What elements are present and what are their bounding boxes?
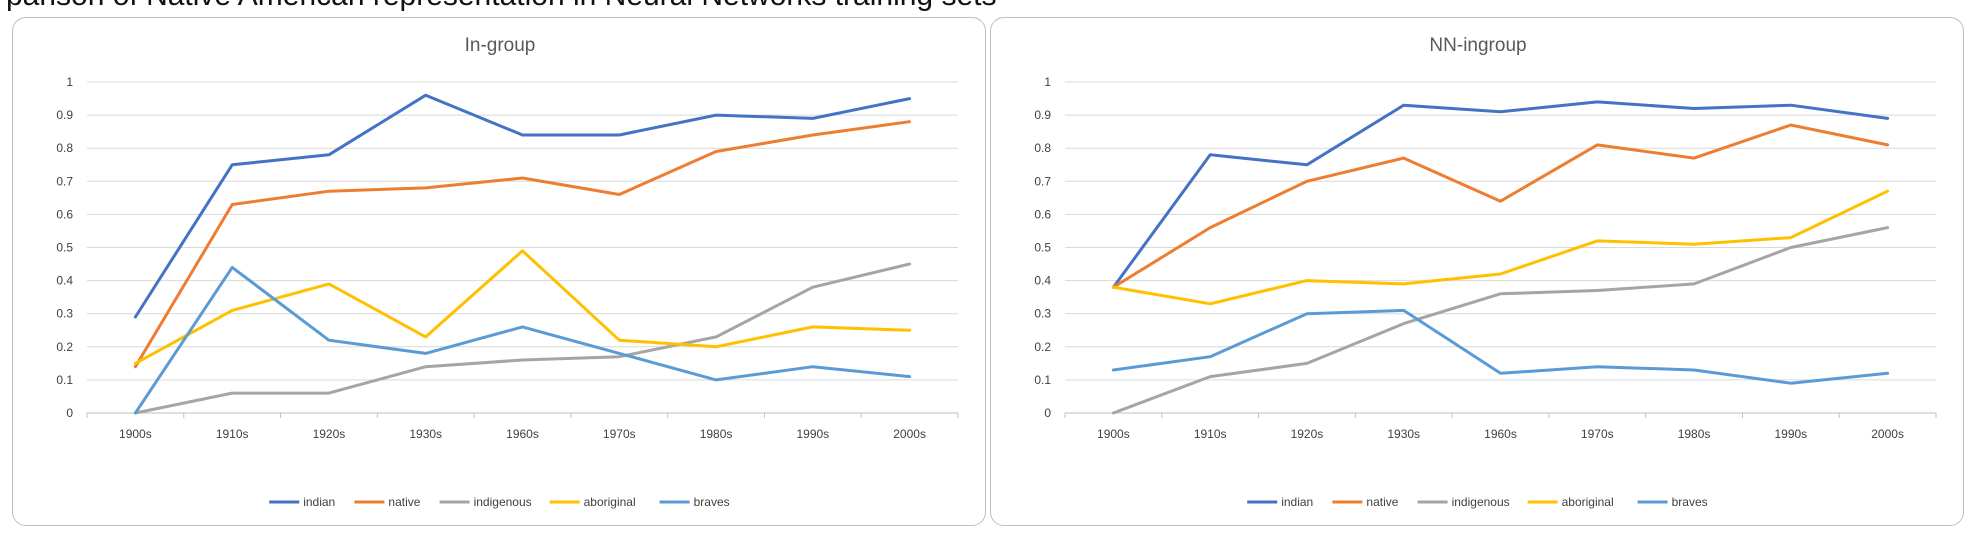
x-tick-label: 1920s [1291, 427, 1324, 441]
x-tick-label: 1920s [313, 427, 346, 441]
legend-label: native [1366, 495, 1398, 509]
legend-item-indian: indian [1247, 495, 1313, 509]
legend-label: indigenous [1452, 495, 1510, 509]
y-tick-label: 1 [66, 75, 73, 89]
series-line-indian [1111, 100, 1890, 289]
legend-item-indian: indian [269, 495, 335, 509]
series-line-braves [133, 265, 912, 415]
y-tick-label: 1 [1044, 75, 1051, 89]
y-tick-label: 0 [1044, 406, 1051, 420]
series-line-aboriginal [1111, 189, 1890, 306]
legend-label: aboriginal [584, 495, 636, 509]
y-tick-label: 0.7 [56, 174, 73, 188]
x-tick-label: 1900s [1097, 427, 1130, 441]
legend-label: braves [1672, 495, 1708, 509]
x-tick-label: 1960s [506, 427, 539, 441]
legend-item-native: native [1332, 495, 1399, 509]
x-tick-label: 1980s [700, 427, 733, 441]
x-tick-label: 2000s [893, 427, 926, 441]
legend-label: indigenous [474, 495, 532, 509]
series-line-indian [133, 93, 912, 319]
y-tick-label: 0.5 [1034, 241, 1051, 255]
y-tick-label: 0.7 [1034, 174, 1051, 188]
x-tick-label: 1930s [1387, 427, 1420, 441]
series-line-indigenous [1111, 226, 1890, 415]
y-tick-label: 0.2 [56, 340, 73, 354]
chart-panel-in-group: In-group 0 0.1 0.2 0.3 0.4 0.5 0.6 0.7 0.8 0.9 1 190… [12, 17, 986, 526]
x-tick-label: 1990s [796, 427, 829, 441]
x-tick-label: 1910s [1194, 427, 1227, 441]
chart-in-group: In-group 0 0.1 0.2 0.3 0.4 0.5 0.6 0.7 0.8 0.9 1 190… [56, 35, 959, 509]
x-tick-label: 2000s [1871, 427, 1904, 441]
series-line-aboriginal [133, 249, 912, 365]
y-tick-label: 0 [66, 406, 73, 420]
x-tick-label: 1960s [1484, 427, 1517, 441]
series-line-braves [1111, 308, 1890, 385]
y-tick-label: 0.1 [1034, 373, 1051, 387]
series-line-native [1111, 123, 1890, 289]
legend-label: aboriginal [1562, 495, 1614, 509]
chart-nn-ingroup: NN-ingroup 0 0.1 0.2 0.3 0.4 0.5 0.6 0.7 0.8 0.9 1 1… [1034, 35, 1937, 509]
x-tick-label: 1970s [1581, 427, 1614, 441]
legend-item-braves: braves [1637, 495, 1708, 509]
y-tick-label: 0.3 [56, 307, 73, 321]
y-tick-label: 0.4 [1034, 274, 1051, 288]
y-tick-label: 0.9 [1034, 108, 1051, 122]
legend-item-aboriginal: aboriginal [1527, 495, 1614, 509]
chart-panel-nn-ingroup: NN-ingroup 0 0.1 0.2 0.3 0.4 0.5 0.6 0.7 0.8 0.9 1 1… [990, 17, 1964, 526]
y-tick-label: 0.6 [1034, 207, 1051, 221]
y-tick-label: 0.2 [1034, 340, 1051, 354]
series-line-indigenous [133, 262, 912, 415]
x-tick-label: 1900s [119, 427, 152, 441]
x-tick-label: 1970s [603, 427, 636, 441]
y-tick-label: 0.8 [1034, 141, 1051, 155]
y-tick-label: 0.9 [56, 108, 73, 122]
y-tick-label: 0.8 [56, 141, 73, 155]
legend-item-indigenous: indigenous [439, 495, 532, 509]
x-tick-label: 1910s [216, 427, 249, 441]
legend-item-native: native [354, 495, 421, 509]
y-tick-label: 0.5 [56, 241, 73, 255]
legend-item-braves: braves [659, 495, 730, 509]
x-tick-label: 1990s [1774, 427, 1807, 441]
legend-label: native [388, 495, 420, 509]
y-tick-label: 0.4 [56, 274, 73, 288]
legend-label: indian [1281, 495, 1313, 509]
legend-label: braves [694, 495, 730, 509]
y-tick-label: 0.3 [1034, 307, 1051, 321]
legend-item-aboriginal: aboriginal [549, 495, 636, 509]
cutoff-heading-text: parison of Native American representatio… [6, 0, 1966, 14]
chart-title: NN-ingroup [1429, 35, 1526, 56]
legend-item-indigenous: indigenous [1417, 495, 1510, 509]
x-tick-label: 1930s [409, 427, 442, 441]
x-tick-label: 1980s [1678, 427, 1711, 441]
y-tick-label: 0.6 [56, 207, 73, 221]
legend-label: indian [303, 495, 335, 509]
y-tick-label: 0.1 [56, 373, 73, 387]
chart-title: In-group [465, 35, 536, 56]
series-line-native [133, 120, 912, 369]
